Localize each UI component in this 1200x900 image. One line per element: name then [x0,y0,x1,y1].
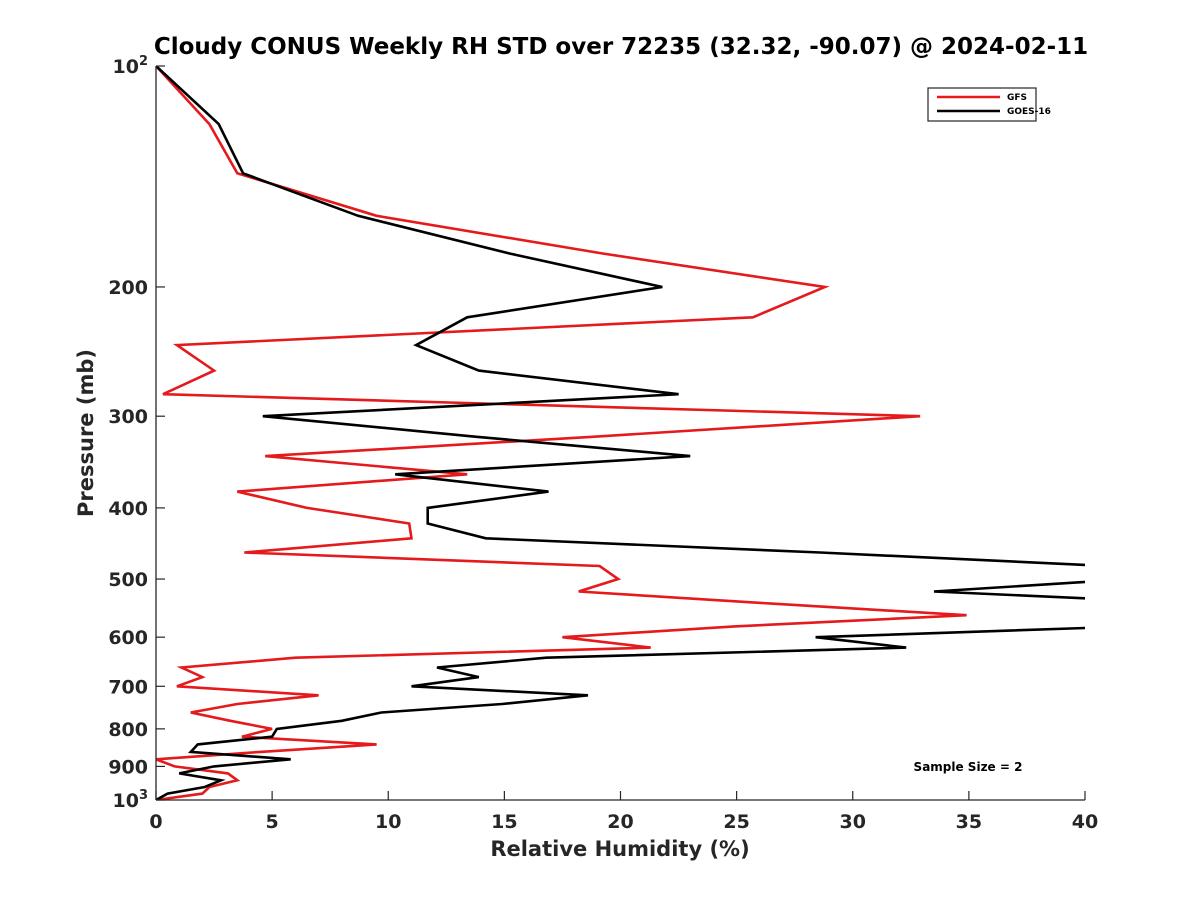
y-tick-label: 600 [108,627,148,649]
x-tick-label: 0 [149,811,162,833]
sample-size-annotation: Sample Size = 2 [914,760,1023,774]
x-tick-label: 35 [956,811,982,833]
y-tick-label: 200 [108,277,148,299]
legend-box [927,87,1037,122]
y-tick-label: 400 [108,498,148,520]
chart-title: Cloudy CONUS Weekly RH STD over 72235 (3… [154,34,1088,60]
series-line-gfs [156,66,967,800]
y-tick-label: 300 [108,406,148,428]
x-tick-label: 5 [266,811,279,833]
x-tick-label: 20 [607,811,633,833]
legend-label-gfs: GFS [1007,93,1027,103]
x-tick-label: 15 [491,811,517,833]
x-ticks: 0 5 10 15 20 25 30 35 40 [149,791,1098,833]
y-tick-label: 103 [113,788,149,812]
y-tick-label: 900 [108,756,148,778]
y-tick-label: 800 [108,719,148,741]
legend-label-goes16: GOES-16 [1007,107,1051,117]
series-layer [156,66,1085,800]
x-tick-label: 40 [1072,811,1098,833]
x-axis-label: Relative Humidity (%) [490,837,749,861]
y-ticks: 102 200 300 400 500 600 700 800 900 103 [108,54,165,812]
y-tick-label: 500 [108,569,148,591]
legend: GFS GOES-16 [927,87,1051,122]
x-tick-label: 10 [375,811,401,833]
series-line-goes16 [156,66,1085,800]
y-tick-label: 700 [108,676,148,698]
x-tick-label: 25 [723,811,749,833]
y-axis-label: Pressure (mb) [74,349,98,517]
y-tick-label: 102 [113,54,149,78]
x-tick-label: 30 [840,811,866,833]
